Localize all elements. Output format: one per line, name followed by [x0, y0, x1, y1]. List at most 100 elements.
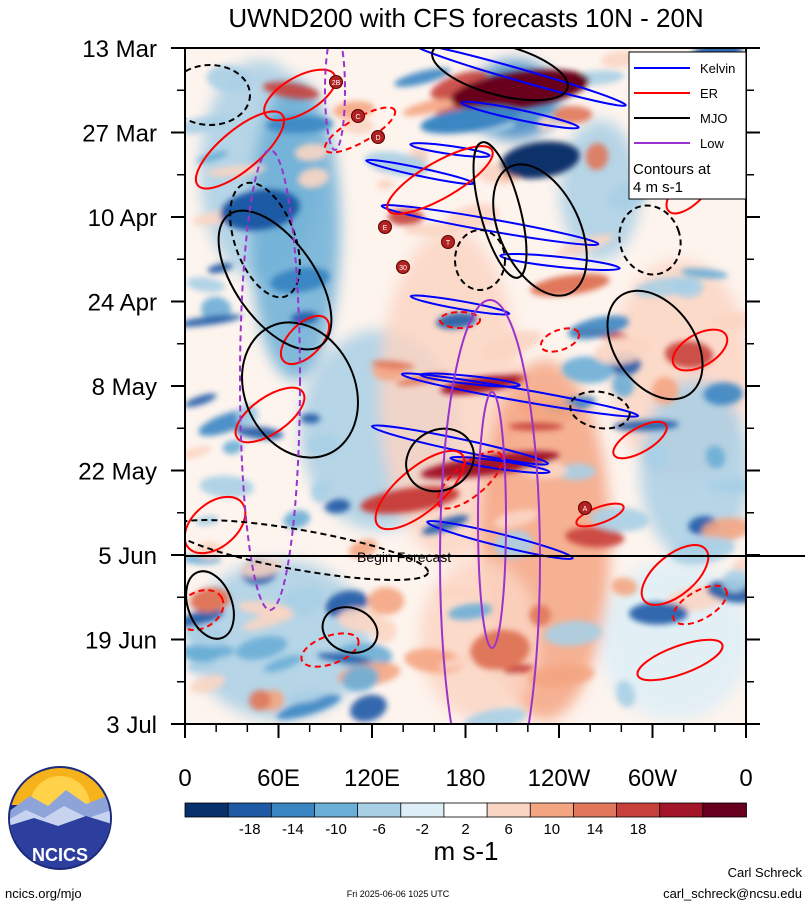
y-tick-label: 19 Jun: [85, 628, 157, 655]
er-contour: [671, 328, 729, 372]
field-streak: [436, 312, 478, 330]
legend: Kelvin ER MJO Low Contours at 4 m s-1: [628, 51, 747, 200]
er-contour: [185, 589, 225, 631]
y-tick-label: 13 Mar: [82, 36, 157, 63]
colorbar-tick-label: 18: [630, 821, 647, 838]
field-feature: [500, 141, 580, 179]
colorbar-swatch: [486, 802, 532, 818]
field-streak: [435, 588, 491, 599]
field-streak: [286, 689, 325, 703]
x-tick-label: 120E: [344, 765, 400, 792]
field-feature: [420, 106, 520, 134]
legend-kelvin-label: Kelvin: [700, 61, 735, 76]
field-streak: [529, 604, 551, 626]
field-streak: [709, 312, 746, 330]
y-tick-label: 3 Jul: [106, 712, 157, 739]
field-streak: [341, 116, 374, 135]
mjo-contour: [472, 141, 528, 279]
field-streak: [707, 478, 746, 494]
ncics-logo: NCICS: [8, 766, 112, 870]
field-streak: [585, 143, 609, 171]
axes: 0 60E 120E 180 120W 60W 0 13 Mar 27 Mar 10 Apr 24 …: [78, 36, 760, 792]
storm-marker: [378, 220, 392, 234]
wave-contours: [185, 48, 729, 724]
colorbar-swatch: [227, 802, 273, 818]
er-contour: [300, 632, 360, 668]
colorbar-tick-label: 6: [504, 821, 512, 838]
field-streak: [249, 689, 271, 711]
mjo-contour: [185, 570, 235, 640]
field-streak: [283, 510, 311, 529]
field-streak: [263, 81, 320, 100]
field-streak: [680, 268, 729, 279]
wind-anomaly-detail: [185, 48, 746, 724]
low-contour: [439, 299, 541, 724]
colorbar-tick-label: -14: [282, 821, 304, 838]
field-streak: [644, 443, 669, 469]
colorbar-tick-label: -10: [325, 821, 347, 838]
mjo-contour: [569, 390, 631, 430]
colorbar-tick-label: 14: [587, 821, 604, 838]
field-feature: [530, 273, 610, 297]
field-streak: [601, 50, 638, 68]
contour-note-line2: 4 m s-1: [633, 179, 683, 196]
field-streak: [237, 600, 293, 617]
field-streak: [367, 587, 405, 615]
er-contour: [185, 495, 247, 555]
storm-markers: 2B C D E T 30 A: [329, 75, 592, 515]
field-streak: [422, 515, 469, 535]
storm-marker-label: T: [446, 240, 451, 247]
storm-marker: [371, 130, 385, 144]
field-streak: [732, 557, 746, 571]
field-streak: [593, 336, 651, 365]
colorbar-swatch: [443, 802, 488, 818]
x-tick-label: 60W: [628, 765, 678, 792]
field-streak: [185, 608, 224, 628]
mjo-contour: [405, 427, 475, 493]
colorbar-tick-label: 2: [461, 821, 469, 838]
storm-marker: [329, 75, 343, 89]
x-tick-label: 0: [178, 765, 191, 792]
field-streak: [276, 694, 341, 720]
er-contour: [640, 544, 710, 606]
field-feature: [270, 267, 330, 293]
colorbar-tick-label: -18: [239, 821, 261, 838]
field-streak: [281, 587, 325, 616]
forecast-label: Begin Forecast: [357, 549, 451, 565]
field-streak: [306, 435, 340, 455]
footer-author: Carl Schreck: [728, 865, 803, 880]
field-streak: [222, 440, 243, 455]
field-streak: [669, 536, 735, 564]
colorbar-swatch: [270, 802, 316, 818]
field-streak: [590, 507, 650, 532]
field-streak: [263, 655, 303, 673]
field-streak: [394, 68, 451, 87]
er-contour: [194, 110, 286, 190]
mjo-contour: [185, 519, 430, 581]
chart-title: UWND200 with CFS forecasts 10N - 20N: [228, 3, 703, 33]
kelvin-contour: [499, 252, 621, 272]
field-streak: [324, 499, 351, 514]
field-streak: [508, 422, 564, 431]
field-streak: [185, 393, 217, 408]
field-streak: [207, 263, 233, 274]
field-streak: [479, 330, 542, 361]
y-tick-label: 8 May: [92, 374, 157, 401]
colorbar-swatch: [659, 802, 704, 818]
field-streak: [561, 356, 615, 384]
storm-marker: [351, 109, 365, 123]
field-streak: [557, 463, 597, 481]
colorbar-swatch: [529, 802, 575, 818]
field-streak: [568, 315, 629, 340]
storm-marker: [578, 501, 592, 515]
contour-note-line1: Contours at: [633, 161, 711, 178]
er-contour: [672, 584, 728, 626]
field-streak: [290, 311, 319, 325]
er-contour: [539, 327, 581, 353]
mjo-contour: [241, 321, 359, 459]
kelvin-contour: [460, 100, 580, 130]
field-streak: [611, 577, 638, 596]
field-streak: [348, 539, 378, 558]
colorbar-swatch: [357, 802, 402, 818]
